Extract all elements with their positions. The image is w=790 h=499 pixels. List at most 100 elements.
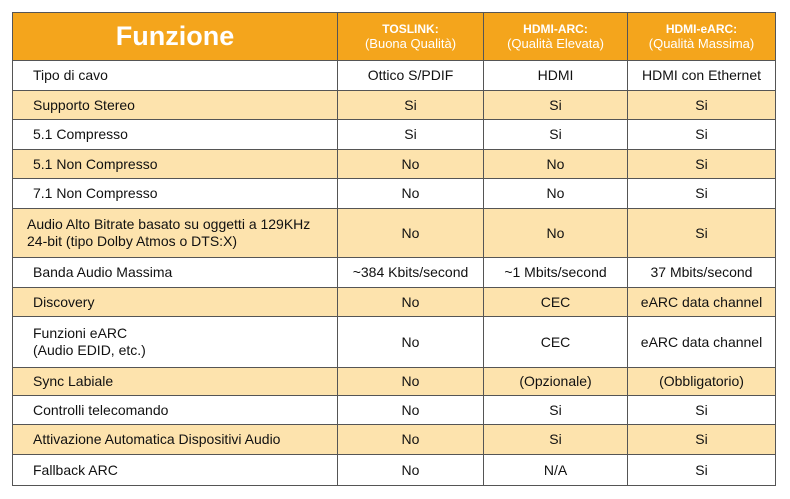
- cell-text: No: [401, 333, 420, 350]
- value-cell: Si: [483, 90, 628, 120]
- value-cell: No: [337, 287, 484, 317]
- cell-text: eARC data channel: [640, 293, 763, 310]
- cell-text: Fallback ARC: [33, 461, 118, 478]
- cell-text: Si: [695, 461, 708, 478]
- value-cell: No: [483, 208, 628, 258]
- header-cell: HDMI-ARC: (Qualità Elevata): [483, 12, 628, 61]
- cell-text: 5.1 Compresso: [33, 126, 128, 142]
- cell-text: 37 Mbits/second: [650, 264, 753, 280]
- cell-text: 7.1 Non Compresso: [33, 185, 158, 201]
- cell-text: Si: [549, 401, 562, 418]
- value-cell: (Opzionale): [483, 367, 628, 396]
- cell-text: Banda Audio Massima: [33, 264, 173, 280]
- value-cell: No: [337, 149, 484, 179]
- cell-text: (Audio EDID, etc.): [33, 342, 146, 358]
- cell-text: ~384 Kbits/second: [352, 264, 469, 280]
- cell-text: No: [546, 224, 565, 241]
- value-cell: No: [337, 395, 484, 425]
- feature-cell: Discovery: [12, 287, 338, 317]
- column-quality: (Qualità Massima): [648, 36, 755, 51]
- value-cell: Ottico S/PDIF: [337, 60, 484, 91]
- header-cell: HDMI-eARC: (Qualità Massima): [627, 12, 776, 61]
- cell-text: Ottico S/PDIF: [367, 67, 454, 83]
- value-cell: Si: [483, 119, 628, 150]
- cell-text: (Obbligatorio): [659, 373, 744, 389]
- feature-cell: 5.1 Compresso: [12, 119, 338, 150]
- cell-text: (Opzionale): [519, 373, 592, 389]
- column-name: HDMI-ARC:: [523, 22, 588, 36]
- feature-cell: Audio Alto Bitrate basato su oggetti a 1…: [12, 208, 338, 258]
- cell-text: Si: [695, 224, 708, 241]
- cell-text: No: [401, 155, 420, 172]
- value-cell: Si: [483, 424, 628, 455]
- cell-text: Sync Labiale: [33, 373, 114, 389]
- column-name: HDMI-eARC:: [665, 22, 738, 36]
- value-cell: ~384 Kbits/second: [337, 257, 484, 288]
- column-quality: (Buona Qualità): [364, 36, 457, 51]
- value-cell: No: [337, 316, 484, 368]
- header-cell: TOSLINK: (Buona Qualità): [337, 12, 484, 61]
- cell-text: Si: [695, 126, 708, 142]
- value-cell: Si: [337, 90, 484, 120]
- value-cell: CEC: [483, 287, 628, 317]
- cell-text: No: [401, 293, 420, 310]
- cell-text: Si: [695, 431, 708, 447]
- cell-text: No: [546, 155, 565, 172]
- value-cell: No: [337, 178, 484, 209]
- value-cell: Si: [627, 424, 776, 455]
- feature-cell: Controlli telecomando: [12, 395, 338, 425]
- value-cell: N/A: [483, 454, 628, 486]
- feature-cell: Fallback ARC: [12, 454, 338, 486]
- cell-text: No: [401, 461, 420, 478]
- cell-text: Si: [695, 401, 708, 418]
- cell-text: HDMI con Ethernet: [641, 67, 762, 83]
- value-cell: No: [337, 208, 484, 258]
- value-cell: 37 Mbits/second: [627, 257, 776, 288]
- cell-text: No: [401, 431, 420, 447]
- cell-text: 24-bit (tipo Dolby Atmos o DTS:X): [27, 233, 238, 249]
- cell-text: Si: [695, 155, 708, 172]
- value-cell: No: [483, 149, 628, 179]
- value-cell: (Obbligatorio): [627, 367, 776, 396]
- cell-text: No: [401, 224, 420, 241]
- cell-text: CEC: [540, 293, 571, 310]
- cell-text: No: [401, 185, 420, 201]
- cell-text: Discovery: [33, 293, 95, 310]
- feature-cell: 7.1 Non Compresso: [12, 178, 338, 209]
- value-cell: No: [337, 454, 484, 486]
- value-cell: ~1 Mbits/second: [483, 257, 628, 288]
- feature-cell: Sync Labiale: [12, 367, 338, 396]
- cell-text: No: [401, 373, 420, 389]
- cell-text: No: [546, 185, 565, 201]
- value-cell: eARC data channel: [627, 316, 776, 368]
- cell-text: Controlli telecomando: [33, 401, 169, 418]
- feature-cell: Banda Audio Massima: [12, 257, 338, 288]
- feature-cell: 5.1 Non Compresso: [12, 149, 338, 179]
- value-cell: CEC: [483, 316, 628, 368]
- value-cell: Si: [627, 149, 776, 179]
- value-cell: Si: [627, 395, 776, 425]
- cell-text: Si: [404, 96, 417, 113]
- value-cell: No: [337, 367, 484, 396]
- value-cell: Si: [627, 208, 776, 258]
- header-title: Funzione: [115, 21, 235, 51]
- cell-text: No: [401, 401, 420, 418]
- value-cell: HDMI con Ethernet: [627, 60, 776, 91]
- cell-text: Attivazione Automatica Dispositivi Audio: [33, 431, 281, 447]
- cell-text: CEC: [540, 333, 571, 350]
- value-cell: eARC data channel: [627, 287, 776, 317]
- value-cell: HDMI: [483, 60, 628, 91]
- cell-text: 5.1 Non Compresso: [33, 155, 158, 172]
- cell-text: Si: [695, 96, 708, 113]
- cell-text: HDMI: [537, 67, 574, 83]
- value-cell: Si: [627, 178, 776, 209]
- cell-text: eARC data channel: [640, 333, 763, 350]
- value-cell: No: [483, 178, 628, 209]
- cell-text: Si: [549, 126, 562, 142]
- value-cell: Si: [627, 454, 776, 486]
- cell-text: Si: [549, 431, 562, 447]
- feature-cell: Attivazione Automatica Dispositivi Audio: [12, 424, 338, 455]
- cell-text: N/A: [543, 461, 568, 478]
- header-cell: Funzione: [12, 12, 338, 61]
